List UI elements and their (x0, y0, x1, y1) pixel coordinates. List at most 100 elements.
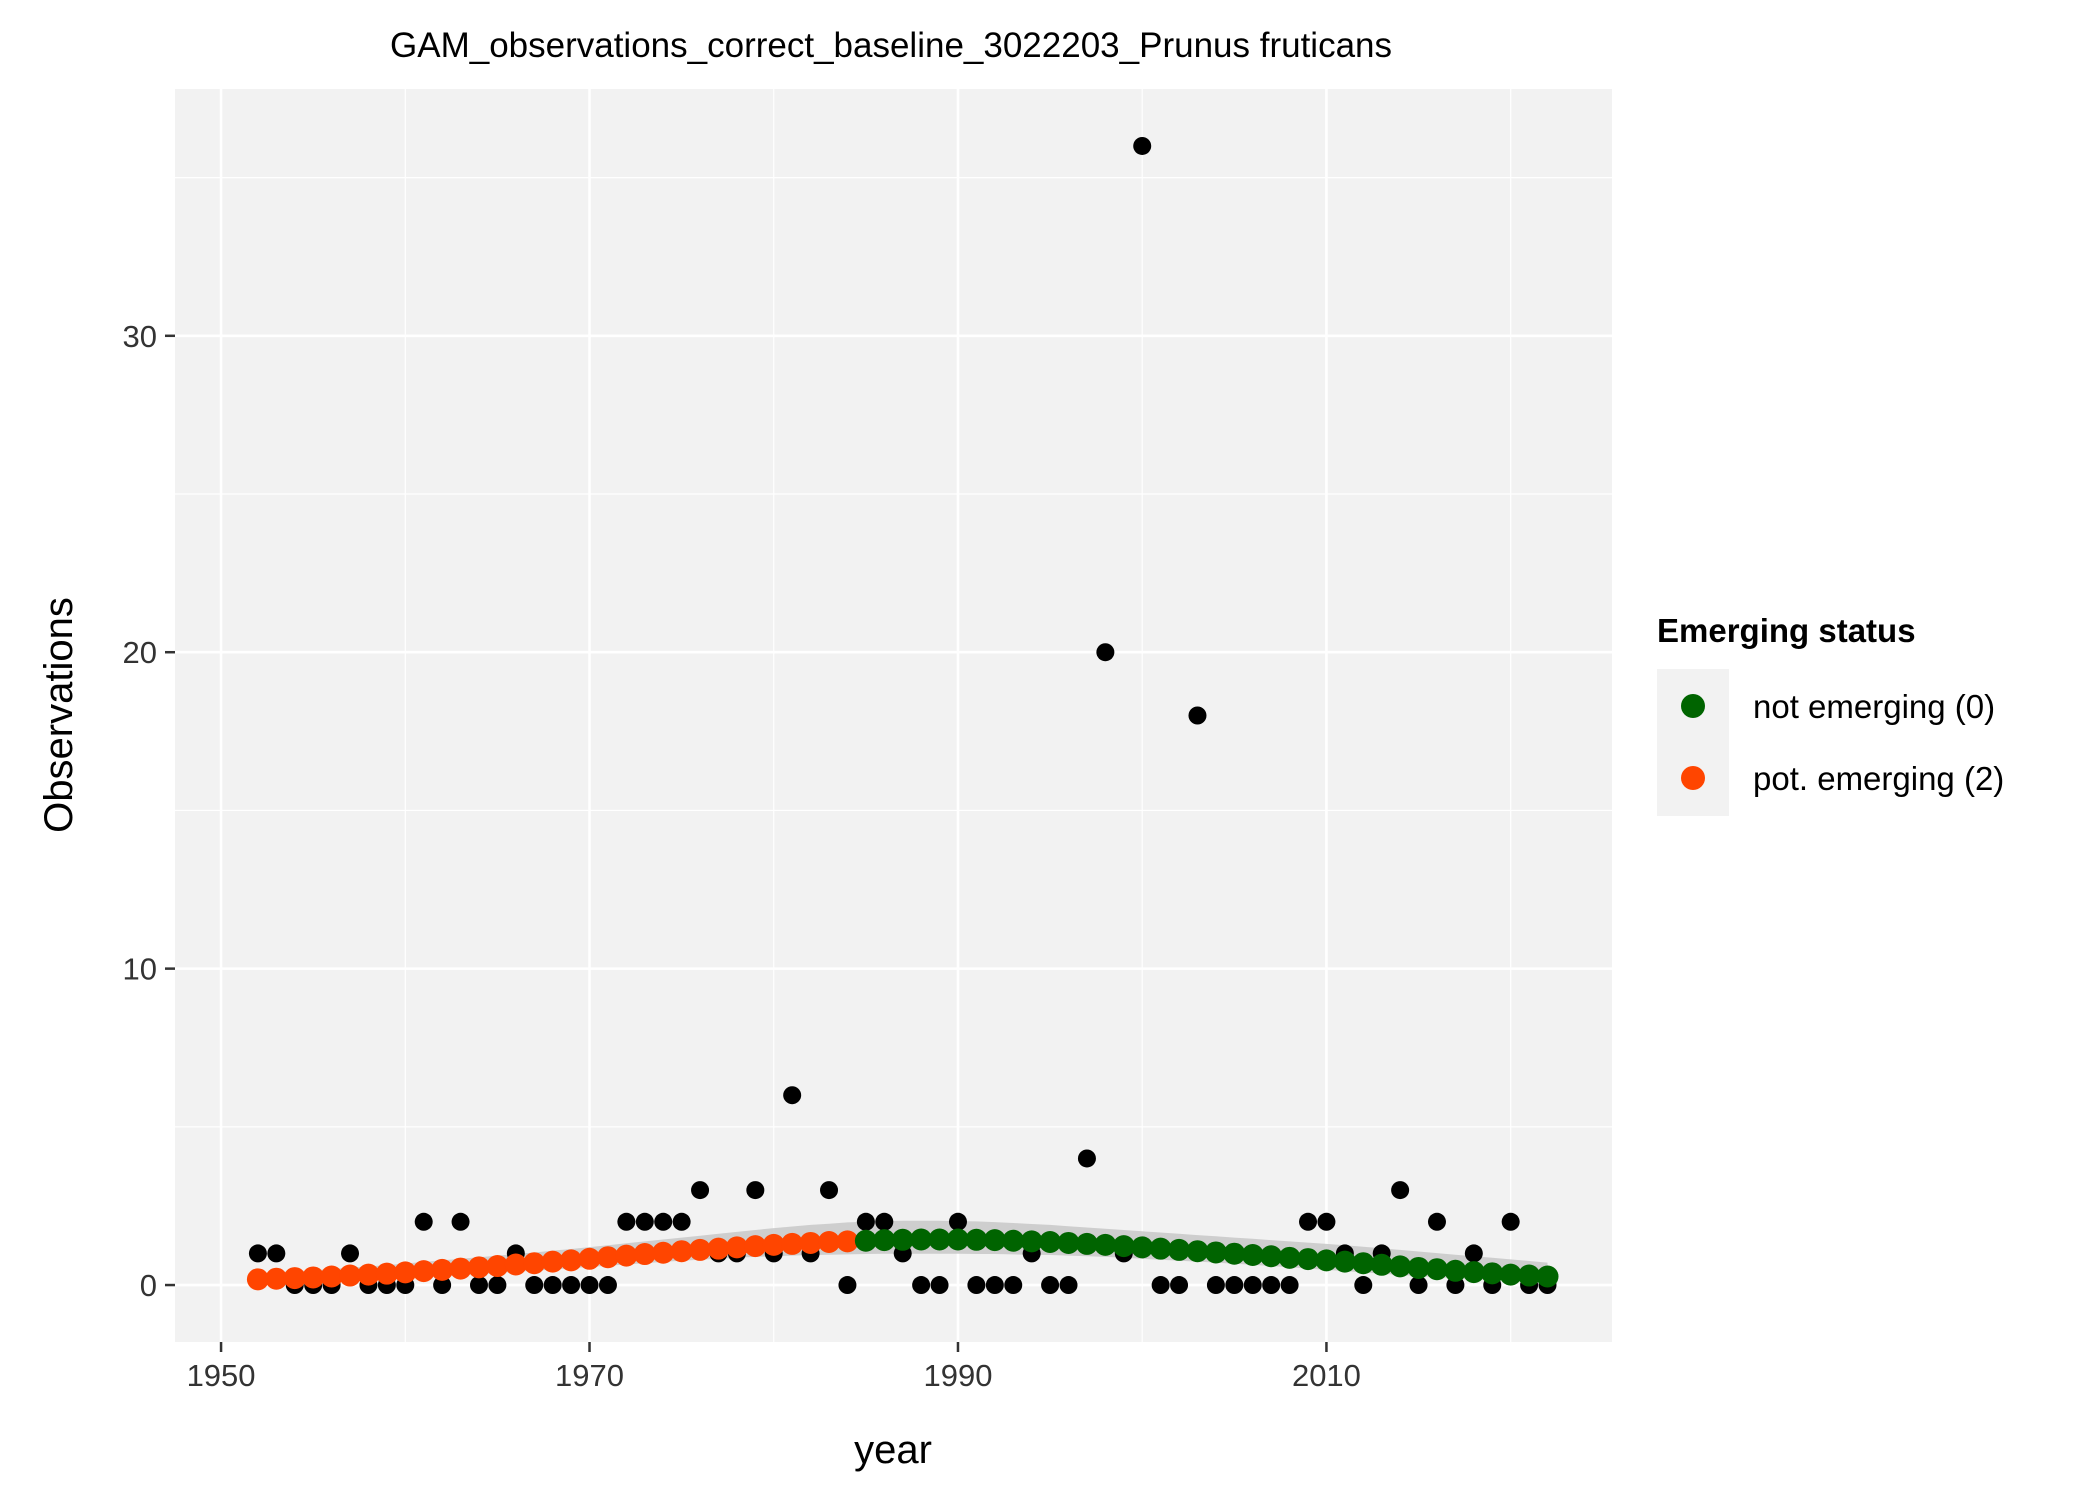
observed-point (672, 1212, 691, 1231)
fitted-point (781, 1232, 804, 1255)
fitted-point (486, 1255, 509, 1278)
legend: Emerging status not emerging (0) pot. em… (1657, 612, 2004, 816)
observed-point (525, 1276, 544, 1295)
legend-label-not-emerging: not emerging (0) (1753, 688, 1995, 725)
observed-point (1059, 1276, 1078, 1295)
fitted-point (1094, 1233, 1117, 1256)
fitted-point (1352, 1252, 1375, 1275)
observed-point (598, 1276, 617, 1295)
fitted-point (1315, 1249, 1338, 1272)
observed-point (617, 1212, 636, 1231)
fitted-point (1204, 1241, 1227, 1264)
legend-title: Emerging status (1657, 612, 1916, 649)
observed-point (1262, 1276, 1281, 1295)
legend-key-not-emerging (1681, 694, 1705, 718)
fitted-point (891, 1228, 914, 1251)
fitted-point (1518, 1264, 1541, 1287)
fitted-point (375, 1262, 398, 1285)
observed-point (1151, 1276, 1170, 1295)
observed-point (820, 1181, 839, 1200)
fitted-point (1039, 1231, 1062, 1254)
legend-key-pot-emerging (1681, 766, 1705, 790)
fitted-point (541, 1250, 564, 1273)
observed-point (856, 1212, 875, 1231)
observed-point (1354, 1276, 1373, 1295)
observed-point (451, 1212, 470, 1231)
observed-point (930, 1276, 949, 1295)
observed-point (635, 1212, 654, 1231)
fitted-point (1186, 1240, 1209, 1263)
observed-point (1206, 1276, 1225, 1295)
x-tick-label: 1970 (555, 1358, 624, 1393)
fitted-point (910, 1228, 933, 1251)
fitted-point (283, 1267, 306, 1290)
observed-point (1188, 706, 1207, 725)
axes: 1950 1970 1990 2010 0 10 20 30 (123, 319, 1361, 1393)
fitted-point (560, 1249, 583, 1272)
observed-point (1501, 1212, 1520, 1231)
fitted-point (523, 1252, 546, 1275)
observed-point (433, 1276, 452, 1295)
fitted-point (1075, 1232, 1098, 1255)
fitted-point (467, 1256, 490, 1279)
fitted-point (578, 1247, 601, 1270)
observed-point (746, 1181, 765, 1200)
observed-point (543, 1276, 562, 1295)
observed-point (1391, 1181, 1410, 1200)
fitted-point (320, 1265, 343, 1288)
fitted-point (431, 1258, 454, 1281)
fitted-points (246, 1228, 1559, 1291)
fitted-point (246, 1268, 269, 1291)
observed-point (1409, 1276, 1428, 1295)
observed-point (912, 1276, 931, 1295)
observed-point (1299, 1212, 1318, 1231)
observed-point (1133, 136, 1152, 155)
fitted-point (265, 1267, 288, 1290)
observed-point (1096, 643, 1115, 662)
fitted-point (1002, 1229, 1025, 1252)
fitted-point (1407, 1256, 1430, 1279)
minor-grid (175, 89, 1612, 1342)
observed-point (1170, 1276, 1189, 1295)
fitted-point (302, 1266, 325, 1289)
fitted-point (1020, 1230, 1043, 1253)
fitted-point (983, 1229, 1006, 1252)
x-tick-label: 1990 (923, 1358, 992, 1393)
observed-point (469, 1276, 488, 1295)
fitted-point (412, 1260, 435, 1283)
y-tick-label: 30 (123, 319, 157, 354)
fitted-point (873, 1229, 896, 1252)
fitted-point (1297, 1248, 1320, 1271)
fitted-point (744, 1235, 767, 1258)
fitted-point (1444, 1259, 1467, 1282)
fitted-point (1112, 1235, 1135, 1258)
observed-point (967, 1276, 986, 1295)
fitted-point (1499, 1263, 1522, 1286)
x-tick-label: 1950 (187, 1358, 256, 1393)
observed-point (1077, 1149, 1096, 1168)
fitted-point (946, 1228, 969, 1251)
fitted-point (707, 1237, 730, 1260)
fitted-point (818, 1231, 841, 1254)
x-axis-title: year (854, 1428, 932, 1472)
legend-label-pot-emerging: pot. emerging (2) (1753, 760, 2004, 797)
observed-point (414, 1212, 433, 1231)
fitted-point (670, 1240, 693, 1263)
chart-title: GAM_observations_correct_baseline_302220… (390, 26, 1392, 65)
observed-point (1041, 1276, 1060, 1295)
y-tick-label: 20 (123, 635, 157, 670)
observed-point (1004, 1276, 1023, 1295)
fitted-point (1260, 1245, 1283, 1268)
fitted-point (357, 1263, 380, 1286)
fitted-point (836, 1230, 859, 1253)
observed-point (488, 1276, 507, 1295)
fitted-point (1131, 1236, 1154, 1259)
fitted-point (504, 1253, 527, 1276)
observed-point (1427, 1212, 1446, 1231)
fitted-point (1278, 1246, 1301, 1269)
fitted-point (1425, 1258, 1448, 1281)
major-grid (175, 89, 1612, 1342)
observed-point (562, 1276, 581, 1295)
fitted-point (633, 1243, 656, 1266)
fitted-point (1370, 1253, 1393, 1276)
